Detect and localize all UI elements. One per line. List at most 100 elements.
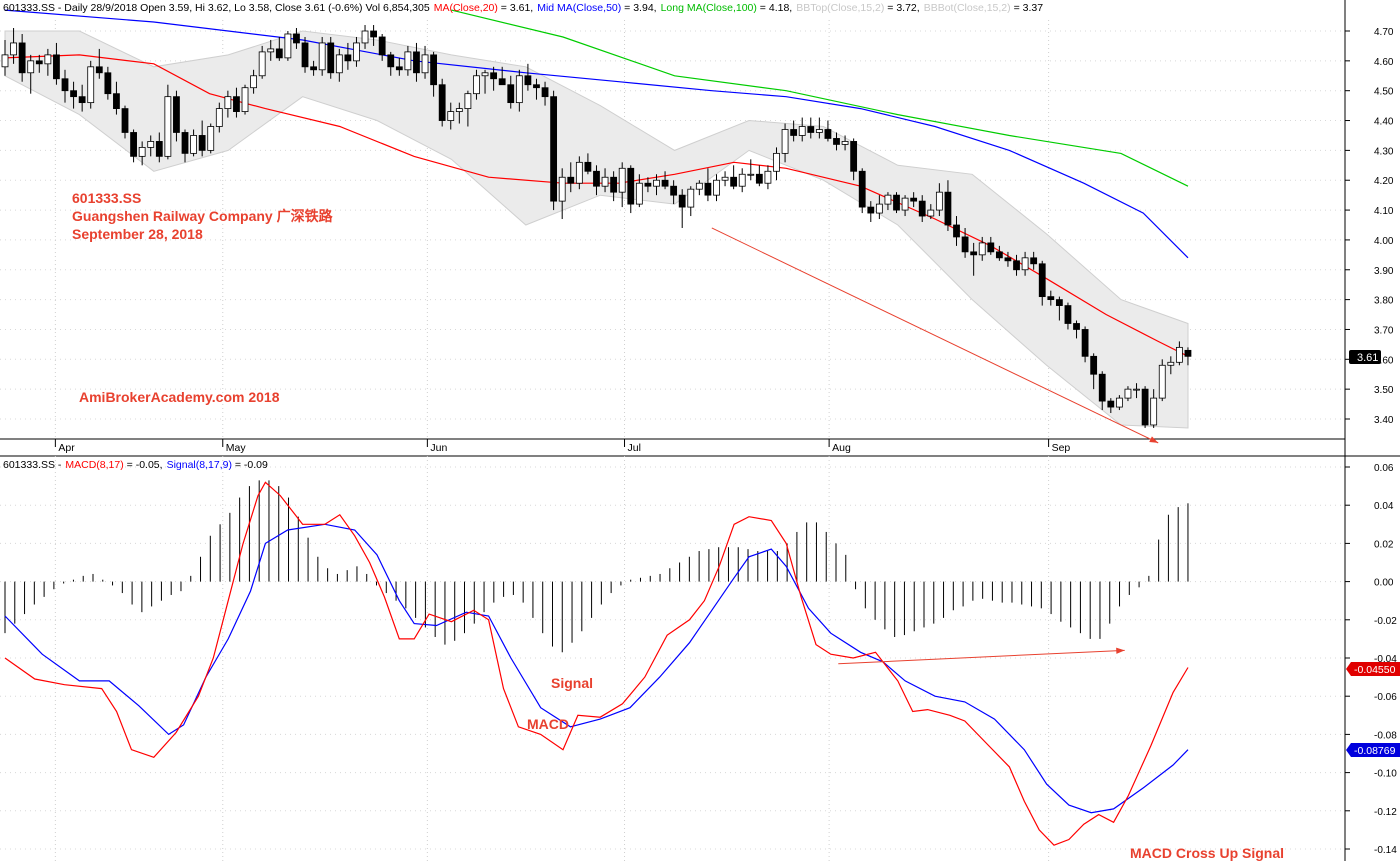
macd-trend-arrow-head [1116, 647, 1125, 654]
candle [113, 81, 120, 115]
month-label: May [226, 442, 247, 454]
price-tick-label: 4.60 [1374, 57, 1394, 68]
annotation-cross-up: MACD Cross Up Signal [1130, 845, 1284, 861]
candle [498, 66, 506, 86]
candle [567, 162, 575, 193]
candle [593, 165, 600, 196]
candle [815, 117, 823, 139]
candle [1124, 386, 1132, 402]
candle-body [1004, 257, 1012, 262]
candle-body [807, 126, 815, 133]
candle-body [318, 42, 326, 71]
macd-value-tag-bg [1346, 662, 1400, 676]
candle-body [353, 42, 360, 62]
candle [250, 69, 257, 94]
macd-tick-label: -0.04 [1374, 654, 1397, 665]
candle [335, 48, 343, 82]
candle [995, 245, 1003, 261]
macd-tick-label: -0.14 [1374, 845, 1397, 856]
candle-body [1150, 397, 1158, 426]
ma100-line [451, 9, 1189, 187]
price-tick-label: 3.50 [1374, 385, 1394, 396]
candle-body [361, 30, 369, 44]
candle-body [113, 93, 120, 110]
price-tick-label: 4.70 [1374, 27, 1394, 38]
candle [850, 138, 858, 181]
candle-body [18, 42, 26, 74]
candle-body [610, 176, 618, 193]
candle [95, 48, 103, 79]
price-tick-label: 4.20 [1374, 176, 1394, 187]
candle [515, 69, 523, 112]
macd-tick-label: 0.02 [1374, 539, 1394, 550]
candle-body [695, 182, 703, 190]
price-tick-label: 4.50 [1374, 87, 1394, 98]
candle [713, 174, 720, 202]
candle [1141, 386, 1149, 428]
candle [730, 165, 738, 190]
candle [53, 42, 60, 85]
candle [790, 120, 798, 142]
annotation-signal: Signal [551, 675, 593, 691]
price-tick-label: 3.70 [1374, 325, 1394, 336]
candle-body [438, 84, 446, 121]
candle-body [558, 176, 566, 202]
candle-body [815, 129, 823, 133]
candle-body [27, 60, 35, 74]
candle [635, 174, 643, 208]
candle [670, 180, 678, 205]
candle-body [901, 197, 909, 211]
candle [44, 48, 52, 76]
candle-body [713, 179, 720, 196]
candle-body [53, 54, 60, 80]
candle [627, 165, 635, 214]
candle [327, 36, 335, 79]
candle [1021, 251, 1029, 276]
candle-body [35, 60, 43, 65]
candle-body [893, 194, 900, 211]
candle [661, 171, 669, 190]
candle [987, 236, 995, 255]
candle-body [464, 93, 472, 110]
candle-body [1184, 349, 1192, 357]
candle [1047, 290, 1055, 306]
candle-body [284, 33, 292, 59]
month-label: Sep [1052, 442, 1071, 454]
candle [1098, 371, 1106, 411]
price-tick-label: 3.80 [1374, 296, 1394, 307]
candle-body [618, 167, 626, 193]
candle [27, 54, 35, 94]
candle [1064, 302, 1072, 330]
candle-body [850, 141, 858, 172]
candle [258, 45, 266, 79]
candle [755, 165, 763, 187]
candle-body [455, 108, 463, 112]
candle-body [258, 51, 266, 77]
macd-trend-arrow [838, 649, 1125, 665]
candle-body [1013, 260, 1020, 271]
macd-pane: 0.06 0.04 0.02 0.00 -0.02 -0.04 -0.06 -0.08 -0.1… [0, 456, 1400, 861]
candle [395, 57, 403, 76]
candle-body [198, 135, 206, 151]
candle [738, 168, 746, 193]
annotation-date: September 28, 2018 [72, 226, 203, 242]
candle-body [567, 176, 575, 184]
candle [155, 132, 163, 163]
bollinger-band [4, 30, 1189, 429]
candle-body [970, 251, 978, 256]
candle [841, 135, 849, 151]
candle [721, 171, 729, 187]
candle-body [293, 33, 300, 44]
candle-body [1021, 257, 1029, 271]
price-tick-label: 4.30 [1374, 146, 1394, 157]
month-label: Apr [58, 442, 75, 454]
candle [807, 117, 815, 139]
candle-body [327, 42, 335, 74]
candle [953, 216, 960, 246]
candle [687, 186, 695, 217]
candle [1115, 395, 1123, 411]
candle [875, 195, 883, 220]
candle [198, 120, 206, 157]
candle-body [635, 182, 643, 205]
